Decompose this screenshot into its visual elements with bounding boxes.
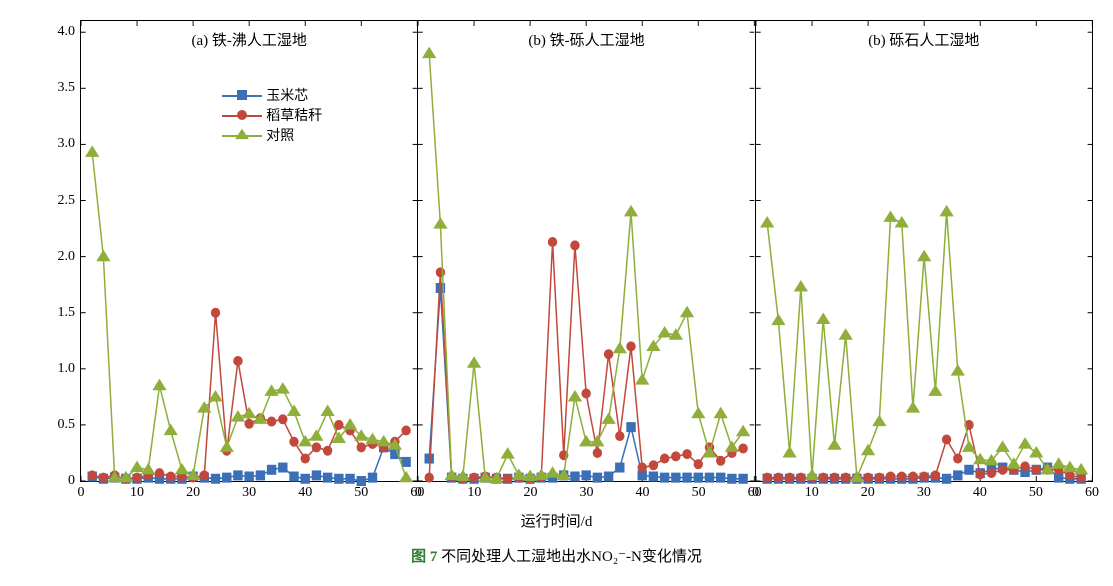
x-tick-label: 20 bbox=[861, 481, 875, 501]
legend-swatch bbox=[222, 88, 262, 102]
plot-area bbox=[756, 21, 1092, 481]
y-tick-label: 1.5 bbox=[58, 305, 82, 321]
y-tick-label: 2.0 bbox=[58, 249, 82, 265]
caption-text: 不同处理人工湿地出水NO₂⁻-N变化情况 bbox=[441, 549, 702, 565]
x-tick-label: 40 bbox=[298, 481, 312, 501]
y-tick-label: 4.0 bbox=[58, 24, 82, 40]
y-tick-label: 2.5 bbox=[58, 193, 82, 209]
x-tick-label: 10 bbox=[805, 481, 819, 501]
x-tick-label: 50 bbox=[1029, 481, 1043, 501]
chart-panel: (a) 铁-沸人工湿地00.51.01.52.02.53.03.54.00102… bbox=[81, 21, 417, 481]
figure: ρ(NO₂⁻-N)/mg·L⁻¹ (a) 铁-沸人工湿地00.51.01.52.… bbox=[20, 20, 1093, 566]
figure-caption: 图 7 不同处理人工湿地出水NO₂⁻-N变化情况 bbox=[20, 545, 1093, 566]
x-tick-label: 40 bbox=[636, 481, 650, 501]
legend: 玉米芯稻草秸秆对照 bbox=[222, 85, 322, 145]
legend-swatch bbox=[222, 128, 262, 142]
legend-label: 玉米芯 bbox=[266, 85, 308, 105]
legend-item: 玉米芯 bbox=[222, 85, 322, 105]
y-tick-label: 0.5 bbox=[58, 417, 82, 433]
legend-item: 稻草秸秆 bbox=[222, 105, 322, 125]
panels-container: (a) 铁-沸人工湿地00.51.01.52.02.53.03.54.00102… bbox=[80, 20, 1093, 482]
legend-label: 稻草秸秆 bbox=[266, 105, 322, 125]
x-tick-label: 30 bbox=[917, 481, 931, 501]
x-tick-label: 20 bbox=[523, 481, 537, 501]
x-tick-label: 50 bbox=[692, 481, 706, 501]
plot-area bbox=[418, 21, 754, 481]
x-tick-label: 10 bbox=[467, 481, 481, 501]
legend-item: 对照 bbox=[222, 125, 322, 145]
x-tick-label: 0 bbox=[78, 481, 85, 501]
x-tick-label: 0 bbox=[752, 481, 759, 501]
x-tick-label: 30 bbox=[242, 481, 256, 501]
x-tick-label: 10 bbox=[130, 481, 144, 501]
x-axis-label: 运行时间/d bbox=[20, 510, 1093, 531]
x-tick-label: 30 bbox=[579, 481, 593, 501]
x-tick-label: 60 bbox=[1085, 481, 1099, 501]
x-tick-label: 0 bbox=[415, 481, 422, 501]
x-tick-label: 40 bbox=[973, 481, 987, 501]
legend-label: 对照 bbox=[266, 125, 294, 145]
figure-number: 图 7 bbox=[411, 549, 437, 565]
y-tick-label: 3.0 bbox=[58, 136, 82, 152]
chart-panel: (b) 铁-砾人工湿地0102030405060 bbox=[417, 21, 754, 481]
chart-panel: (b) 砾石人工湿地0102030405060 bbox=[755, 21, 1092, 481]
y-tick-label: 3.5 bbox=[58, 80, 82, 96]
x-tick-label: 50 bbox=[354, 481, 368, 501]
x-tick-label: 20 bbox=[186, 481, 200, 501]
y-tick-label: 1.0 bbox=[58, 361, 82, 377]
legend-swatch bbox=[222, 108, 262, 122]
